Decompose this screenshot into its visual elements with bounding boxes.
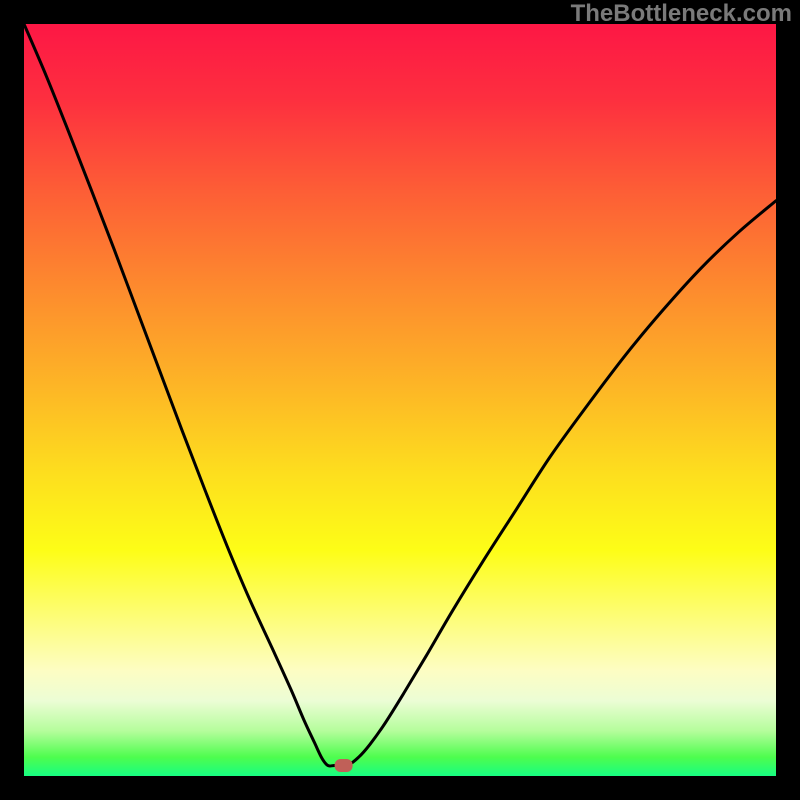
current-config-marker	[335, 759, 353, 772]
bottleneck-chart	[0, 0, 800, 800]
chart-container: TheBottleneck.com	[0, 0, 800, 800]
chart-background-gradient	[24, 24, 776, 776]
